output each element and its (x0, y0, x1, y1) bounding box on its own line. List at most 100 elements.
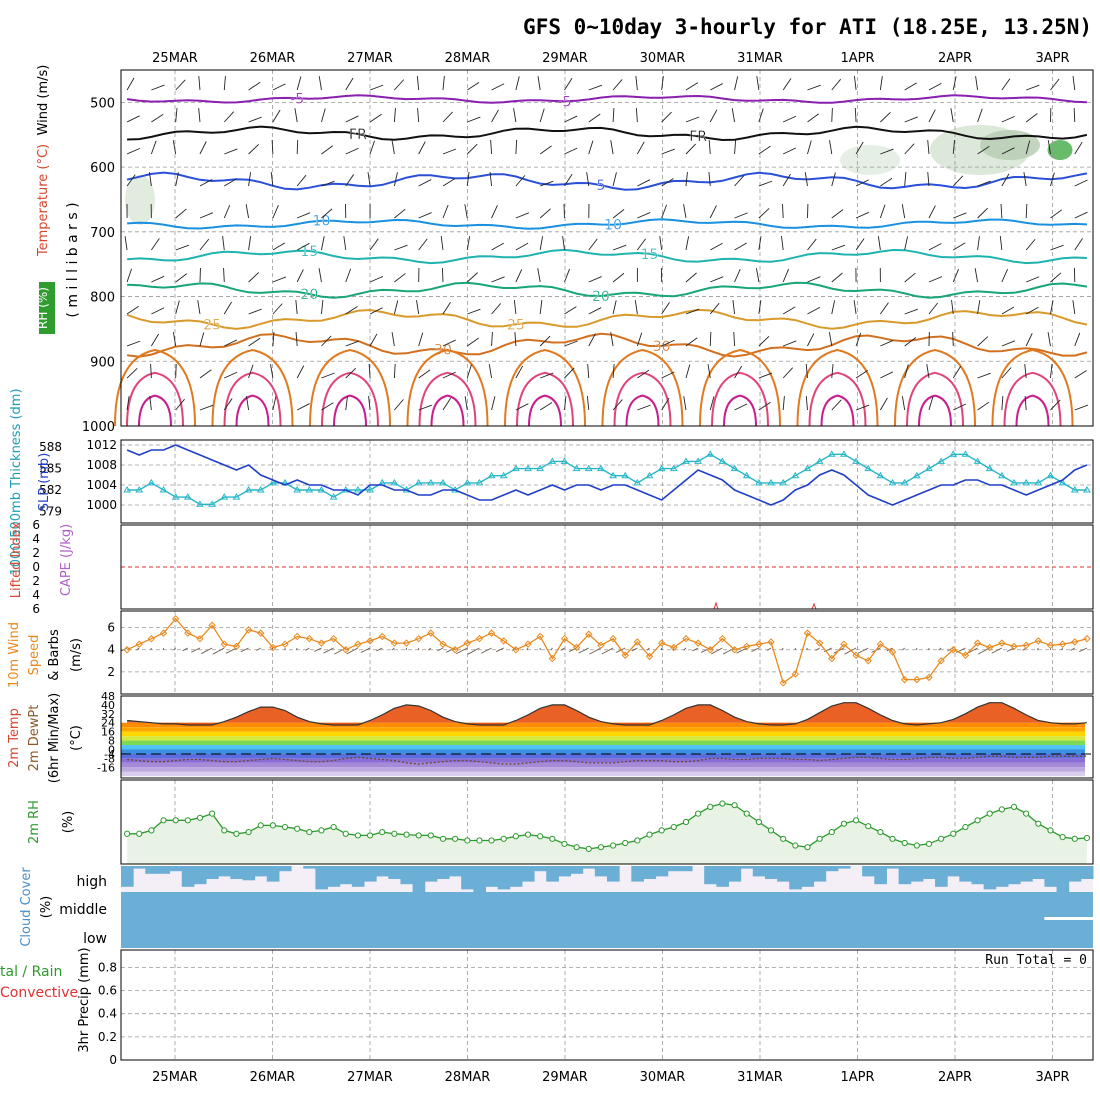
wind-barb (1050, 364, 1053, 379)
wind-barb (393, 363, 396, 379)
wind-barb (437, 647, 444, 652)
wind-barb (710, 242, 723, 251)
cloud-high-bar (643, 866, 657, 879)
thickness-point (1010, 478, 1018, 486)
thickness-point (840, 450, 848, 457)
rh-point (609, 842, 617, 849)
rh-point (281, 823, 289, 831)
wind-barb (1026, 84, 1040, 91)
cloud-high-bar (424, 866, 438, 882)
wind-barb (126, 305, 139, 315)
wind-barb (904, 143, 915, 155)
wind-speed-point (487, 629, 496, 637)
wind-speed-point (342, 646, 350, 654)
wind-barb (904, 172, 907, 187)
wind-barb (172, 140, 177, 155)
wind-barb (685, 82, 699, 91)
wind-barb (1074, 141, 1083, 155)
wind-barb (1001, 115, 1015, 123)
wind-barb (807, 276, 821, 283)
wind-barb (661, 148, 675, 155)
thickness-point (597, 464, 605, 472)
wind-speed-point (621, 651, 629, 659)
wind-barb (637, 404, 651, 411)
pressure-tick-label: 600 (90, 161, 115, 176)
isotherm-label: 25 (203, 317, 221, 333)
thickness-point (912, 471, 921, 479)
wind-barb (612, 272, 625, 283)
cloud-high-bar (169, 866, 183, 872)
wind-barb (683, 204, 687, 219)
isotherm-line (126, 94, 1087, 104)
wind-barb (685, 143, 697, 155)
cloud-high-bar (121, 866, 134, 887)
rh-point (439, 835, 447, 842)
wind-barb (831, 364, 834, 379)
wind-barb (418, 332, 424, 347)
rh-point (767, 827, 775, 834)
wind-barb (148, 172, 152, 187)
rh-point (221, 827, 228, 834)
warm-cell-contour (1003, 371, 1062, 427)
wind-barb (733, 331, 736, 347)
rh-point (452, 835, 459, 842)
thickness-point (1022, 478, 1031, 486)
wind-barb (782, 268, 790, 283)
wind-barb (199, 332, 205, 347)
thickness-point (196, 500, 204, 507)
thickness-point (937, 457, 946, 464)
thickness-point (390, 478, 399, 486)
wind-barb (1036, 647, 1039, 651)
wind-barb (539, 335, 551, 347)
isotherm-label: 5 (596, 178, 605, 194)
cloud-level-label: high (76, 874, 107, 890)
wind-speed-point (329, 634, 338, 643)
wind-speed-point (184, 629, 192, 637)
cloud-high-bar (752, 866, 766, 877)
cloud-low-gap (1056, 917, 1100, 920)
wind-barb (952, 175, 964, 187)
wind-barb (321, 335, 332, 347)
wind-speed-point (293, 632, 301, 641)
wind-barb (126, 174, 136, 187)
wind-barb (879, 397, 888, 411)
wind-barb (880, 148, 894, 155)
wind-barb (831, 244, 846, 251)
rh-point (573, 844, 580, 851)
wind-barb (248, 272, 260, 283)
thickness-point (900, 478, 909, 486)
panel-frame (120, 779, 1094, 865)
cloud-high-bar (728, 866, 742, 882)
wind-barb (467, 116, 481, 123)
wind-speed-point (378, 632, 386, 641)
rh-point (354, 832, 362, 839)
thickness-point (159, 486, 168, 493)
wind-barb (1022, 647, 1027, 651)
wind-barb (248, 172, 252, 187)
wind-barb (588, 140, 594, 155)
warm-cell-contour (918, 394, 952, 427)
warm-cell-contour (516, 371, 574, 427)
wind-speed-point (159, 629, 168, 637)
temp-tick-label: 24 (101, 717, 115, 730)
wind-barb (1074, 404, 1089, 411)
wind-barb (296, 174, 307, 187)
wind-barb (766, 647, 772, 651)
wind-barb (126, 268, 133, 283)
wind-barb (1025, 306, 1039, 315)
wind-speed-point (123, 646, 131, 654)
run-total-label: Run Total = 0 (985, 953, 1087, 968)
pressure-tick-label: 900 (90, 355, 115, 370)
wind-speed-point (232, 642, 241, 651)
thickness-point (414, 478, 423, 486)
pressure-tick-label: 500 (90, 96, 115, 111)
warm-cell-contour (138, 394, 172, 427)
wind-barb (977, 108, 983, 123)
wind-barb (612, 172, 617, 187)
thickness-point (439, 478, 447, 486)
wind-barb (270, 172, 274, 187)
wind-barb (807, 140, 812, 155)
thickness-point (730, 464, 739, 472)
rh-fill (127, 803, 1087, 864)
cloud-high-bar (995, 866, 1009, 887)
